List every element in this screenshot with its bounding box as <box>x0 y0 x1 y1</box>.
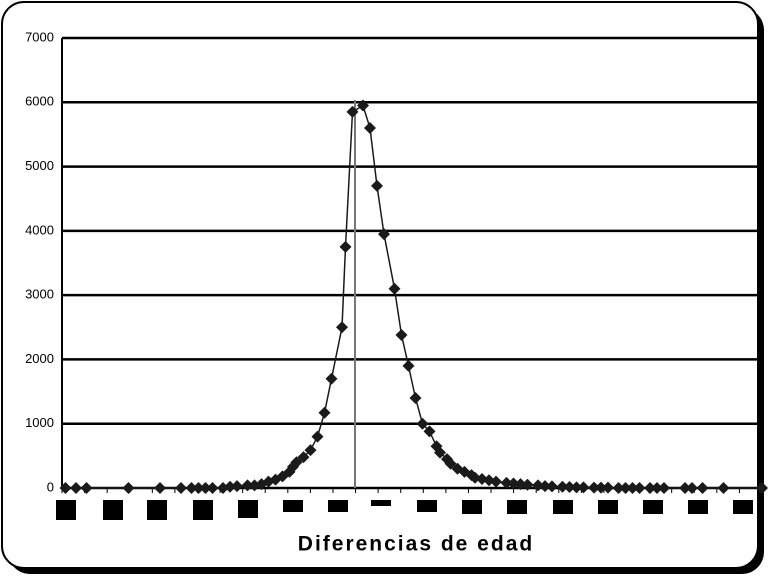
data-point <box>185 482 198 494</box>
data-point <box>395 329 408 341</box>
y-tick-label: 0 <box>47 479 54 494</box>
data-point <box>696 482 709 494</box>
data-point <box>371 179 383 192</box>
data-point <box>686 482 698 494</box>
data-point <box>651 482 663 494</box>
data-point <box>346 105 359 118</box>
data-point <box>231 480 243 493</box>
data-point <box>192 482 205 494</box>
y-tick-label: 6000 <box>25 94 54 109</box>
data-point <box>577 481 590 494</box>
data-point <box>339 240 352 253</box>
data-point <box>59 482 72 494</box>
data-point <box>626 482 639 494</box>
data-point <box>717 482 730 494</box>
data-point <box>378 228 390 241</box>
data-point <box>507 477 520 490</box>
y-tick-label: 5000 <box>25 158 54 173</box>
frame <box>1 1 759 569</box>
data-point <box>423 425 436 438</box>
data-point <box>409 392 422 404</box>
data-point <box>602 481 614 494</box>
data-point <box>539 480 551 493</box>
data-point <box>595 481 607 494</box>
data-point <box>679 482 691 494</box>
data-point <box>619 482 632 494</box>
data-point <box>336 321 348 334</box>
data-point <box>206 482 219 494</box>
data-point <box>224 480 236 493</box>
data-point <box>658 482 670 494</box>
x-axis-label: Diferencias de edad <box>298 533 534 556</box>
y-tick-label: 4000 <box>25 222 54 237</box>
data-point <box>612 482 625 494</box>
data-point <box>434 446 446 459</box>
data-point <box>546 480 558 493</box>
data-point <box>644 482 656 494</box>
data-point <box>357 99 369 112</box>
data-point <box>388 282 401 295</box>
data-point <box>290 456 303 469</box>
data-point <box>532 479 544 492</box>
data-point <box>199 482 212 494</box>
data-point <box>175 482 187 494</box>
data-point <box>318 406 331 419</box>
data-point <box>490 475 502 488</box>
y-tick-label: 2000 <box>25 351 54 366</box>
data-point <box>500 476 513 489</box>
data-point <box>80 482 93 494</box>
data-point <box>570 481 583 494</box>
data-point <box>444 457 457 470</box>
data-point <box>364 122 376 134</box>
data-point <box>154 482 166 494</box>
data-point <box>514 478 527 491</box>
data-point <box>70 482 82 494</box>
data-point <box>122 482 135 494</box>
data-point <box>756 482 768 494</box>
data-point <box>325 372 338 385</box>
data-point <box>633 482 646 494</box>
y-tick-label: 7000 <box>25 29 54 44</box>
data-point <box>521 478 534 491</box>
data-point <box>588 481 600 494</box>
data-point <box>402 359 415 372</box>
y-tick-label: 1000 <box>25 415 54 430</box>
data-point <box>304 444 317 457</box>
y-tick-label: 3000 <box>25 287 54 302</box>
data-point <box>311 430 324 443</box>
data-point <box>556 480 569 493</box>
data-point <box>241 479 254 492</box>
data-point <box>416 417 429 430</box>
data-point <box>563 481 576 494</box>
data-point <box>297 451 310 464</box>
x-tick-blocks <box>56 500 753 520</box>
